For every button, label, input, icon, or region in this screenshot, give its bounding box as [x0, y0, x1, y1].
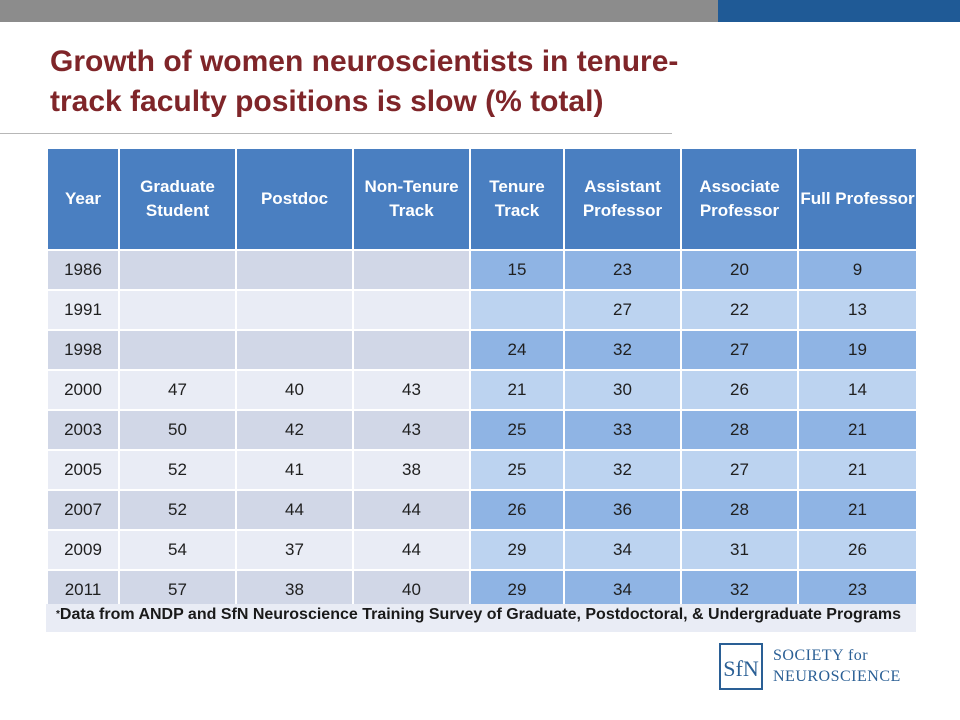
top-bar-blue: [718, 0, 960, 22]
table-cell: 44: [352, 489, 471, 531]
table-cell: 34: [563, 529, 682, 571]
table-cell-year: 2007: [46, 489, 120, 531]
table-cell: 22: [680, 289, 799, 331]
table-cell: 32: [563, 329, 682, 371]
table-cell: 26: [797, 529, 918, 571]
header-non-tenure-track: Non-Tenure Track: [352, 147, 471, 251]
header-postdoc: Postdoc: [235, 147, 354, 251]
table-cell: [235, 289, 354, 331]
header-assistant-professor: Assistant Professor: [563, 147, 682, 251]
table-cell: [352, 289, 471, 331]
sfn-logo-line2: NEUROSCIENCE: [773, 668, 901, 685]
table-cell: 42: [235, 409, 354, 451]
footnote-text-block: *Data from ANDP and SfN Neuroscience Tra…: [46, 604, 960, 626]
table-cell: 25: [469, 409, 565, 451]
table-cell: [118, 329, 237, 371]
table-cell: 27: [680, 329, 799, 371]
table-cell: 28: [680, 489, 799, 531]
table-cell: 52: [118, 489, 237, 531]
header-graduate-student: Graduate Student: [118, 147, 237, 251]
table-cell: 19: [797, 329, 918, 371]
table-cell: [352, 249, 471, 291]
table-cell: 37: [235, 529, 354, 571]
table-cell: 23: [563, 249, 682, 291]
table-cell: 27: [563, 289, 682, 331]
table-cell: 21: [797, 489, 918, 531]
table-cell: 52: [118, 449, 237, 491]
data-table: Year Graduate Student Postdoc Non-Tenure…: [46, 147, 918, 611]
table-body: 1986 15 23 20 9 1991 27 22 13 1998 24 32 27 19 2000 47 4…: [46, 249, 918, 611]
top-bar-gray: [0, 0, 718, 22]
table-cell: 44: [352, 529, 471, 571]
table-cell-year: 1986: [46, 249, 120, 291]
table-cell: [469, 289, 565, 331]
table-cell: 21: [797, 409, 918, 451]
table-cell: [118, 289, 237, 331]
table-cell: 24: [469, 329, 565, 371]
table-cell: 50: [118, 409, 237, 451]
table-cell: 30: [563, 369, 682, 411]
table-cell: 32: [563, 449, 682, 491]
table-cell: 31: [680, 529, 799, 571]
title-divider: [0, 133, 672, 134]
table-cell: 21: [797, 449, 918, 491]
table-cell-year: 1998: [46, 329, 120, 371]
table-row: 1991 27 22 13: [46, 289, 918, 331]
table-cell: 29: [469, 529, 565, 571]
table-cell-year: 2005: [46, 449, 120, 491]
table-cell: 38: [352, 449, 471, 491]
table-cell: 54: [118, 529, 237, 571]
header-year: Year: [46, 147, 120, 251]
sfn-logo-mark: SfN: [719, 643, 763, 690]
sfn-logo: SfN SOCIETY for NEUROSCIENCE: [719, 643, 901, 693]
table-cell: 20: [680, 249, 799, 291]
table-header-row: Year Graduate Student Postdoc Non-Tenure…: [46, 147, 918, 251]
table-cell: [352, 329, 471, 371]
table-cell: 41: [235, 449, 354, 491]
table-cell: 44: [235, 489, 354, 531]
table-cell: [118, 249, 237, 291]
table-cell: 33: [563, 409, 682, 451]
table-cell: 47: [118, 369, 237, 411]
table-cell: 25: [469, 449, 565, 491]
table-cell: 9: [797, 249, 918, 291]
table-cell: 40: [235, 369, 354, 411]
header-associate-professor: Associate Professor: [680, 147, 799, 251]
table-cell: 28: [680, 409, 799, 451]
table-row: 2005 52 41 38 25 32 27 21: [46, 449, 918, 491]
slide-title: Growth of women neuroscientists in tenur…: [50, 45, 679, 118]
table-row: 2007 52 44 44 26 36 28 21: [46, 489, 918, 531]
table-cell: 43: [352, 369, 471, 411]
table-cell-year: 1991: [46, 289, 120, 331]
table-cell: 26: [469, 489, 565, 531]
table-cell: 15: [469, 249, 565, 291]
table-cell-year: 2009: [46, 529, 120, 571]
table-cell: 26: [680, 369, 799, 411]
header-full-professor: Full Professor: [797, 147, 918, 251]
header-tenure-track: Tenure Track: [469, 147, 565, 251]
table-cell: 13: [797, 289, 918, 331]
table-cell: 27: [680, 449, 799, 491]
table-cell: 21: [469, 369, 565, 411]
table-cell-year: 2003: [46, 409, 120, 451]
table-row: 1998 24 32 27 19: [46, 329, 918, 371]
table-cell: 43: [352, 409, 471, 451]
table-cell: 14: [797, 369, 918, 411]
table-cell: 36: [563, 489, 682, 531]
table-cell: [235, 249, 354, 291]
table-row: 2003 50 42 43 25 33 28 21: [46, 409, 918, 451]
table-row: 2009 54 37 44 29 34 31 26: [46, 529, 918, 571]
table-cell-year: 2000: [46, 369, 120, 411]
footnote-marker: *: [56, 609, 60, 620]
footnote-text: Data from ANDP and SfN Neuroscience Trai…: [59, 606, 901, 623]
table-row: 1986 15 23 20 9: [46, 249, 918, 291]
footnote-overlay: [46, 604, 916, 632]
sfn-logo-line1: SOCIETY for: [773, 647, 869, 664]
footnote: *Data from ANDP and SfN Neuroscience Tra…: [46, 604, 960, 662]
table-cell: [235, 329, 354, 371]
table-row: 2000 47 40 43 21 30 26 14: [46, 369, 918, 411]
